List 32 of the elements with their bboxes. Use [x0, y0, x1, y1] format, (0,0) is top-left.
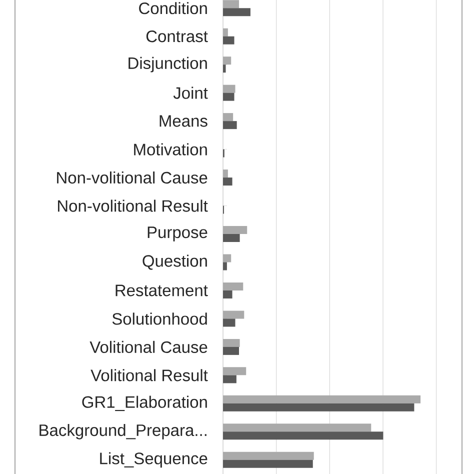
bar [223, 8, 250, 16]
y-tick-label: Contrast [146, 30, 208, 42]
y-tick-label: Non-volitional Result [58, 200, 208, 212]
bar [223, 346, 239, 355]
y-tick-label: Background_Prepara... [40, 424, 206, 440]
bar [223, 64, 226, 73]
bar [223, 234, 240, 242]
y-tick-label: Purpose [148, 226, 208, 242]
bar [223, 262, 227, 270]
y-tick-label: List_Sequence [100, 452, 208, 468]
y-tick-label: Motivation [134, 143, 207, 156]
bar [223, 36, 234, 44]
y-tick-label: Means [160, 115, 208, 127]
y-tick-label: Condition [139, 2, 207, 14]
y-tick-label: Question [142, 254, 207, 270]
bar [223, 290, 232, 298]
y-tick-label: Joint [173, 86, 208, 99]
y-tick-label: Solutionhood [112, 312, 207, 325]
bar [223, 375, 236, 384]
bar [223, 432, 384, 440]
bar [223, 460, 313, 468]
bar [223, 121, 237, 130]
y-tick-label: GR1_Elaboration [82, 396, 207, 412]
y-tick-label: Restatement [116, 284, 208, 296]
y-tick-label: Non-volitional Cause [57, 171, 208, 184]
bar [223, 92, 234, 101]
y-tick-label: Disjunction [128, 56, 207, 72]
bar [223, 178, 232, 186]
bar [223, 318, 236, 327]
y-tick-label: Volitional Cause [90, 340, 208, 353]
bar [223, 403, 414, 412]
y-tick-label: Volitional Result [90, 369, 208, 382]
